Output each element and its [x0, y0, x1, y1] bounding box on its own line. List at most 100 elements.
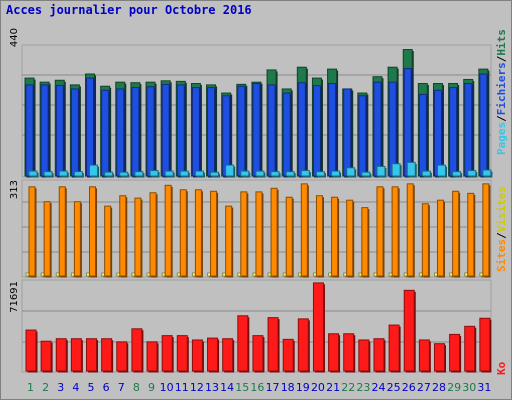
ko-bar: [176, 335, 188, 372]
ko-bar: [403, 289, 415, 372]
day-label: 20: [311, 381, 325, 394]
day-label: 31: [477, 381, 491, 394]
sites-bar: [376, 186, 384, 277]
sites-bar: [255, 191, 263, 277]
files-bar: [58, 170, 68, 177]
files-bar: [406, 161, 416, 177]
sites-bar: [346, 199, 354, 277]
pages-bar: [237, 85, 246, 177]
pages-bar: [343, 88, 352, 177]
pages-bar: [101, 89, 110, 177]
ko-bar: [25, 329, 37, 372]
sites-bar: [361, 207, 369, 277]
pages-bar: [373, 81, 382, 177]
sites-bar: [436, 199, 444, 277]
files-bar: [376, 165, 386, 177]
files-bar: [391, 163, 401, 177]
ko-bar: [161, 335, 173, 372]
ko-bar: [131, 328, 143, 372]
pages-bar: [70, 88, 79, 177]
legend-bot-ko: Ko: [495, 361, 508, 375]
files-bar: [361, 171, 371, 177]
legend-top: Pages/Fichiers/Hits: [495, 29, 508, 155]
legend-mid-sites: Sites: [495, 239, 508, 272]
pages-bar: [433, 89, 442, 177]
files-bar: [255, 170, 265, 177]
day-label: 24: [371, 381, 385, 394]
sites-bar: [28, 186, 36, 277]
files-bar: [346, 167, 356, 177]
legend-top-separator: /: [495, 115, 508, 122]
ko-bar: [282, 338, 294, 372]
sites-bar: [73, 201, 81, 277]
sites-bar: [240, 191, 248, 277]
ko-bar: [146, 341, 158, 372]
day-label: 4: [72, 381, 79, 394]
files-bar: [240, 170, 250, 177]
day-label: 25: [387, 381, 401, 394]
legend-top-pages: Pages: [495, 122, 508, 155]
day-label: 5: [88, 381, 95, 394]
day-label: 2: [42, 381, 49, 394]
files-bar: [210, 171, 220, 177]
day-label: 30: [462, 381, 476, 394]
sites-bar: [406, 183, 414, 277]
day-label: 22: [341, 381, 355, 394]
files-bar: [194, 170, 204, 177]
files-bar: [134, 171, 144, 177]
ko-bar: [312, 282, 324, 372]
day-label: 26: [402, 381, 416, 394]
day-label: 14: [220, 381, 234, 394]
ko-bar: [297, 318, 309, 372]
day-label: 12: [190, 381, 204, 394]
sites-bar: [58, 186, 66, 277]
sites-bar: [210, 190, 218, 277]
sites-bar: [149, 192, 157, 277]
pages-bar: [312, 85, 321, 177]
pages-bar: [55, 84, 64, 177]
files-bar: [421, 170, 431, 177]
pages-bar: [222, 95, 231, 177]
day-label: 18: [281, 381, 295, 394]
sites-bar: [452, 190, 460, 277]
files-bar: [179, 170, 189, 177]
pages-bar: [267, 84, 276, 177]
pages-bar: [207, 87, 216, 177]
files-bar: [315, 171, 325, 177]
day-label: 19: [296, 381, 310, 394]
day-label: 16: [250, 381, 264, 394]
files-bar: [300, 170, 310, 177]
sites-bar: [134, 197, 142, 277]
ko-bar: [116, 341, 128, 372]
pages-bar: [358, 95, 367, 177]
files-bar: [452, 171, 462, 177]
sites-bar: [89, 186, 97, 277]
ko-bar: [464, 325, 476, 372]
pages-bar: [252, 83, 261, 177]
day-label: 29: [447, 381, 461, 394]
sites-bar: [179, 189, 187, 277]
pages-bar: [146, 86, 155, 177]
files-bar: [149, 170, 159, 177]
pages-bar: [388, 81, 397, 177]
files-bar: [89, 164, 99, 177]
legend-bot: Ko: [495, 361, 508, 375]
pages-bar: [403, 68, 412, 177]
ko-bar: [418, 339, 430, 372]
sites-bar: [164, 184, 172, 277]
legend-mid-visites: Visites: [495, 186, 508, 232]
day-label: 7: [118, 381, 125, 394]
ko-bar: [433, 343, 445, 372]
sites-bar: [421, 203, 429, 277]
files-bar: [104, 171, 114, 177]
ko-bar: [328, 333, 340, 372]
ko-ymax-label: 71691: [9, 281, 20, 313]
pages-bar: [464, 83, 473, 177]
ko-bar: [70, 338, 82, 372]
ko-bar: [86, 338, 98, 372]
day-label: 15: [235, 381, 249, 394]
day-label: 1: [27, 381, 34, 394]
files-bar: [43, 171, 53, 177]
pages-bar: [449, 87, 458, 177]
